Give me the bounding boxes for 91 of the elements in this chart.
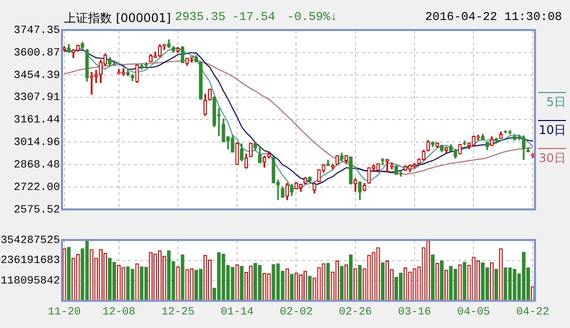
candlestick xyxy=(212,96,216,128)
candlestick xyxy=(144,62,148,68)
candlestick xyxy=(267,152,271,158)
text: 2935.35 xyxy=(175,10,226,24)
candlestick xyxy=(258,146,262,164)
candlestick xyxy=(176,47,180,54)
candlestick xyxy=(185,58,189,66)
candlestick xyxy=(235,142,239,165)
candlestick xyxy=(294,182,298,190)
candlestick xyxy=(80,42,84,48)
candlestick xyxy=(326,160,330,166)
candlestick xyxy=(158,44,162,58)
x-tick-label: 02-02 xyxy=(280,306,313,318)
candlestick xyxy=(462,140,466,146)
legend-label: 10日 xyxy=(538,120,566,138)
x-tick-label: 03-16 xyxy=(398,306,431,318)
candlestick xyxy=(344,155,348,164)
candlestick xyxy=(198,62,203,100)
x-tick-label: 12-25 xyxy=(161,306,194,318)
candlestick xyxy=(290,184,294,196)
candlestick xyxy=(508,130,512,135)
candlestick xyxy=(458,144,462,154)
candlestick xyxy=(390,162,394,170)
x-tick-label: 01-14 xyxy=(220,306,254,318)
y-tick-label: 118095842 xyxy=(0,275,60,288)
candlestick xyxy=(140,64,144,70)
candlestick xyxy=(272,156,276,184)
y-tick-label: 2722.00 xyxy=(14,182,60,194)
candlestick xyxy=(376,163,380,172)
candlestick xyxy=(85,49,89,82)
candlestick xyxy=(230,135,234,153)
text: 2016-04-22 11:30:08 xyxy=(425,10,562,24)
candlestick xyxy=(240,143,244,162)
text: -0.59%↓ xyxy=(287,10,338,24)
candlestick xyxy=(303,177,308,184)
candlestick xyxy=(499,132,503,139)
candlestick xyxy=(298,184,303,192)
candlestick xyxy=(130,74,134,82)
candlestick xyxy=(167,39,171,48)
candlestick xyxy=(180,46,184,64)
candlestick xyxy=(367,167,371,184)
candlestick xyxy=(385,158,390,172)
candlestick xyxy=(404,166,408,171)
y-tick-label: 2575.52 xyxy=(14,204,60,216)
candlestick xyxy=(90,72,94,95)
candlestick xyxy=(422,150,426,161)
y-tick-label: 2868.48 xyxy=(14,159,60,172)
candlestick xyxy=(526,147,530,152)
candlestick xyxy=(126,70,130,76)
candlestick xyxy=(412,163,416,168)
legend-label: 30日 xyxy=(538,148,566,166)
candlestick xyxy=(66,44,71,53)
candlestick xyxy=(444,146,448,154)
candlestick xyxy=(435,142,440,148)
candlestick xyxy=(490,136,494,146)
candlestick xyxy=(135,64,139,83)
candlestick xyxy=(112,60,116,66)
x-tick-label: 11-20 xyxy=(48,306,81,318)
y-tick-label: 3454.39 xyxy=(14,70,60,82)
y-tick-label: 3161.44 xyxy=(14,114,60,127)
candlestick xyxy=(504,130,508,134)
candlestick xyxy=(262,156,266,168)
candlestick xyxy=(153,52,158,58)
candlestick xyxy=(122,68,126,76)
x-tick-label: 12-08 xyxy=(102,306,136,318)
candlestick xyxy=(512,134,516,141)
candlestick xyxy=(362,182,366,192)
candlestick xyxy=(472,136,476,146)
candlestick xyxy=(440,144,444,152)
candlestick xyxy=(426,140,430,152)
candlestick xyxy=(394,166,398,175)
y-tick-label: 3747.35 xyxy=(14,24,60,37)
y-tick-label: 3307.91 xyxy=(14,92,60,104)
y-tick-label: 354287525 xyxy=(0,234,60,247)
candlestick xyxy=(108,57,112,66)
candlestick xyxy=(280,186,284,198)
candlestick xyxy=(430,141,434,147)
x-tick-label: 02-26 xyxy=(338,306,372,318)
y-tick-label: 236191683 xyxy=(0,255,60,268)
candlestick xyxy=(172,46,176,53)
y-tick-label: 3600.87 xyxy=(14,47,60,60)
text: -17.54 xyxy=(232,10,276,24)
candlestick xyxy=(330,164,334,170)
x-tick-label: 04-05 xyxy=(457,306,490,318)
candlestick xyxy=(222,118,226,142)
candlestick xyxy=(408,164,412,172)
legend-label: 5日 xyxy=(538,92,566,110)
x-tick-label: 04-22 xyxy=(516,306,550,318)
candlestick xyxy=(480,134,485,140)
chart-title: 上证指数 [000001] xyxy=(64,10,171,27)
y-tick-label: 3014.96 xyxy=(14,137,60,150)
